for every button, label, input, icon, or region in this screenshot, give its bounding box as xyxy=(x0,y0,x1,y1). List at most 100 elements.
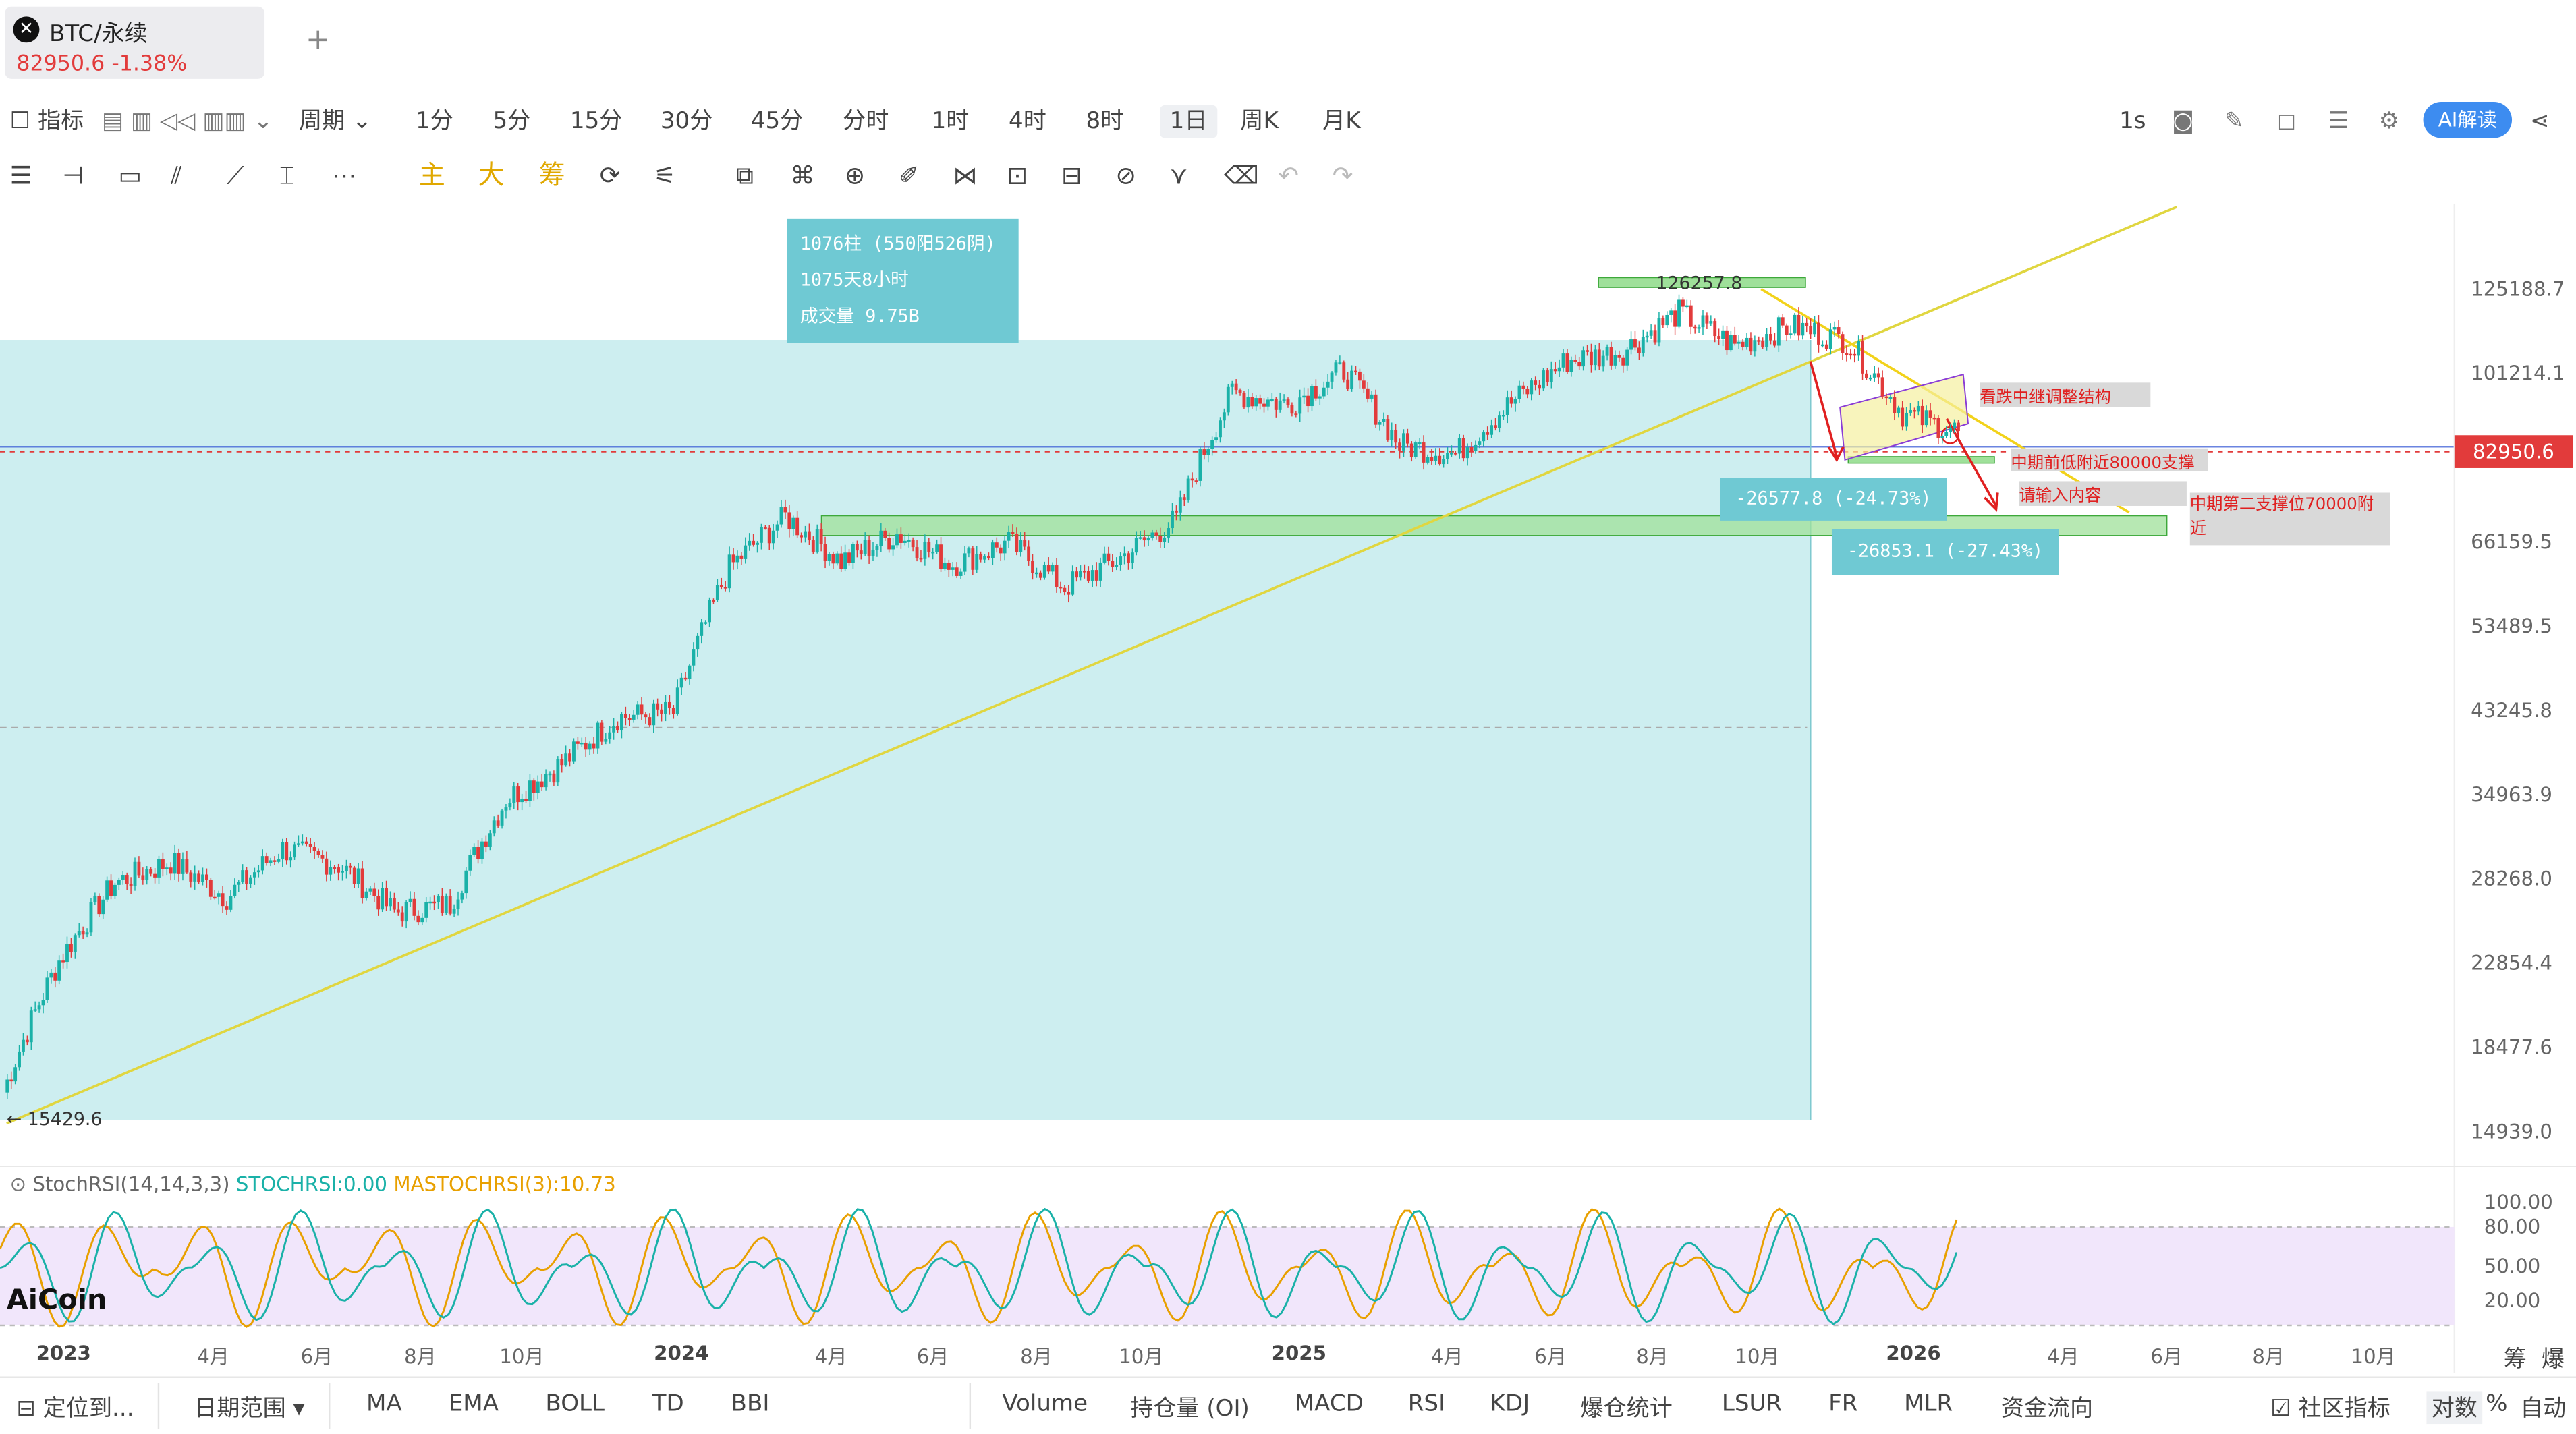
period-9[interactable]: 1日 xyxy=(1160,105,1218,138)
note-support-80000[interactable]: 中期前低附近80000支撑 xyxy=(2011,448,2208,473)
sub-indicator-1[interactable]: 持仓量 (OI) xyxy=(1130,1396,1250,1423)
log-scale-toggle[interactable]: 对数 xyxy=(2426,1391,2483,1425)
chips-button[interactable]: 筹 xyxy=(538,159,565,191)
edit-icon[interactable]: ⊟ xyxy=(1061,161,1082,191)
magnet-icon[interactable]: ⋈ xyxy=(953,161,978,191)
indicator-button[interactable]: ☐ 指标 xyxy=(9,108,84,135)
sub-indicator-4[interactable]: KDJ xyxy=(1490,1391,1530,1418)
more-icon[interactable]: ⋯ xyxy=(331,161,357,191)
undo-icon[interactable]: ↶ xyxy=(1278,161,1299,191)
main-chip-button[interactable]: 主 xyxy=(418,159,445,191)
candle-body xyxy=(1629,339,1633,350)
measure-box-1[interactable]: -26577.8 (-24.73%) xyxy=(1720,478,1947,521)
period-4[interactable]: 45分 xyxy=(750,108,804,135)
parallel-channel-icon[interactable]: ⫽ xyxy=(171,161,182,191)
sub-indicator-7[interactable]: FR xyxy=(1828,1391,1858,1418)
sub-indicator-5[interactable]: 爆仓统计 xyxy=(1580,1396,1673,1423)
locate-button[interactable]: ⊟ 定位到... xyxy=(16,1396,134,1423)
list-icon[interactable]: ☰ xyxy=(2328,108,2349,135)
measure-box-2[interactable]: -26853.1 (-27.43%) xyxy=(1831,529,2059,575)
candle-body xyxy=(1234,383,1238,391)
period-0[interactable]: 1分 xyxy=(416,108,453,135)
candle-body xyxy=(632,714,636,720)
menu-icon[interactable]: ☰ xyxy=(9,161,32,191)
range-info-box[interactable]: 1076柱 (550阳526阴) 1075天8小时 成交量 9.75B xyxy=(787,218,1019,343)
ai-interpret-button[interactable]: AI解读 xyxy=(2423,101,2513,138)
note-bearish-structure[interactable]: 看跌中继调整结构 xyxy=(1980,382,2151,407)
candle-body xyxy=(931,551,935,554)
candle-body xyxy=(727,554,731,589)
period-11[interactable]: 月K xyxy=(1322,108,1361,135)
liquidation-toggle[interactable]: 爆 xyxy=(2541,1346,2565,1373)
main-indicator-ma[interactable]: MA xyxy=(366,1391,402,1418)
date-range-button[interactable]: 日期范围 ▾ xyxy=(194,1396,305,1423)
main-indicator-ema[interactable]: EMA xyxy=(448,1391,499,1418)
sub-indicator-0[interactable]: Volume xyxy=(1002,1391,1088,1418)
period-3[interactable]: 30分 xyxy=(660,108,713,135)
main-indicator-bbi[interactable]: BBI xyxy=(731,1391,770,1418)
layout-icons[interactable]: ▤ ▥ ◁◁ ▥▥ ⌄ xyxy=(101,108,273,135)
note-support-70000[interactable]: 中期第二支撑位70000附近 xyxy=(2189,492,2390,546)
horizontal-line-icon[interactable]: ⊣ xyxy=(62,161,84,191)
period-1[interactable]: 5分 xyxy=(493,108,531,135)
share-icon[interactable]: ⋖ xyxy=(2529,108,2550,135)
candle-body xyxy=(520,798,524,803)
sub-indicator-8[interactable]: MLR xyxy=(1904,1391,1953,1418)
candle-body xyxy=(839,553,843,569)
period-6[interactable]: 1时 xyxy=(931,108,970,135)
auto-scale-toggle[interactable]: 自动 xyxy=(2520,1396,2567,1423)
note-input[interactable]: 请输入内容 xyxy=(2019,481,2187,506)
sub-indicator-2[interactable]: MACD xyxy=(1294,1391,1364,1418)
period-7[interactable]: 4时 xyxy=(1009,108,1046,135)
ruler-icon[interactable]: ⌘ xyxy=(790,161,815,191)
sub-indicator-3[interactable]: RSI xyxy=(1407,1391,1446,1418)
link-icon[interactable]: ⊘ xyxy=(1115,161,1136,191)
main-indicator-boll[interactable]: BOLL xyxy=(545,1391,605,1418)
lock-icon[interactable]: ⊡ xyxy=(1007,161,1028,191)
candle-body xyxy=(1202,449,1206,455)
community-indicators[interactable]: ☑ 社区指标 xyxy=(2270,1396,2390,1423)
symbol-tab[interactable] xyxy=(5,6,265,79)
trend-line-icon[interactable]: ⟋ xyxy=(227,161,244,191)
duration: 1075天8小时 xyxy=(800,269,909,291)
interval-selector[interactable]: 1s xyxy=(2119,108,2146,135)
gear-icon[interactable]: ⚙ xyxy=(2378,108,2400,135)
big-order-button[interactable]: 大 xyxy=(478,159,505,191)
period-10[interactable]: 周K xyxy=(1240,108,1279,135)
candle-body xyxy=(863,540,867,554)
trash-icon[interactable]: ⌫ xyxy=(1224,161,1259,191)
candle-body xyxy=(580,742,584,745)
period-2[interactable]: 15分 xyxy=(569,108,623,135)
comment-icon[interactable]: ◻ xyxy=(2276,108,2297,135)
rectangle-icon[interactable]: ▭ xyxy=(118,161,142,191)
percent-toggle[interactable]: % xyxy=(2486,1391,2508,1418)
period-8[interactable]: 8时 xyxy=(1086,108,1124,135)
camera-icon[interactable]: ◙ xyxy=(2172,108,2195,135)
chips-toggle[interactable]: 筹 xyxy=(2503,1346,2527,1373)
candle-body xyxy=(648,717,652,726)
candle-body xyxy=(448,896,452,914)
sync-icon[interactable]: ⟳ xyxy=(599,161,621,191)
main-indicator-td[interactable]: TD xyxy=(652,1391,684,1418)
candle-body xyxy=(1310,386,1314,407)
brush-icon[interactable]: ✐ xyxy=(898,161,920,191)
measure-icon[interactable]: ⌶ xyxy=(279,161,294,191)
zoom-icon[interactable]: ⊕ xyxy=(844,161,866,191)
new-tab-button[interactable]: + xyxy=(305,23,331,58)
candle-body xyxy=(1589,351,1593,366)
period-5[interactable]: 分时 xyxy=(843,108,889,135)
candle-body xyxy=(1071,571,1075,595)
draw-settings-icon[interactable]: ⚟ xyxy=(654,161,676,191)
redo-icon[interactable]: ↷ xyxy=(1332,161,1353,191)
copy-icon[interactable]: ⧉ xyxy=(735,161,754,191)
candle-body xyxy=(1757,340,1761,342)
sub-indicator-9[interactable]: 资金流向 xyxy=(2000,1396,2094,1423)
candle-body xyxy=(975,554,979,570)
pen-icon[interactable]: ✎ xyxy=(2224,108,2244,135)
candle-body xyxy=(1027,546,1031,561)
filter-icon[interactable]: ⋎ xyxy=(1169,161,1188,191)
price-tick-8: 22854.4 xyxy=(2471,952,2552,975)
period-dropdown[interactable]: 周期 ⌄ xyxy=(299,108,372,135)
sub-indicator-6[interactable]: LSUR xyxy=(1721,1391,1783,1418)
